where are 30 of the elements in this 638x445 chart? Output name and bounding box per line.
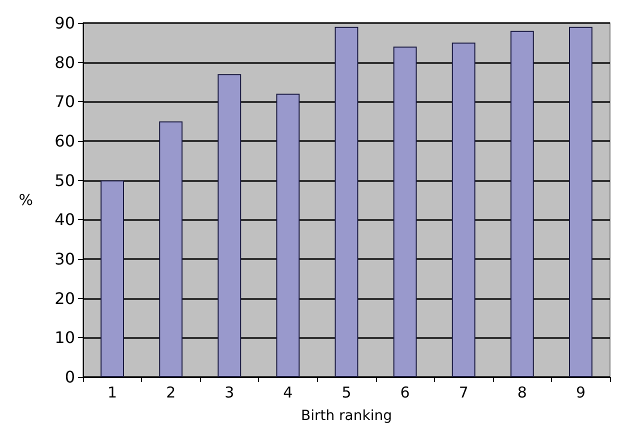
y-tick-label: 90 [54, 14, 75, 32]
y-tick-label: 10 [54, 328, 75, 348]
x-tick-label: 9 [576, 384, 586, 402]
x-tick-label: 7 [458, 384, 468, 402]
bar [334, 26, 358, 377]
y-tick-label: 50 [54, 170, 75, 190]
x-axis-title: Birth ranking [300, 408, 392, 424]
x-tick-label: 1 [108, 384, 118, 402]
y-tick-label: 30 [54, 250, 75, 268]
y-axis-title: % [18, 191, 33, 209]
x-tick-label: 3 [224, 384, 234, 402]
bar [569, 26, 592, 377]
y-tick-label: 20 [54, 288, 75, 308]
x-tick-label: 2 [166, 384, 176, 402]
bar [100, 180, 124, 377]
bar [510, 30, 534, 377]
x-tick-label: 5 [342, 384, 352, 402]
bar [452, 42, 476, 377]
y-tick-label: 40 [54, 210, 75, 230]
y-tick-label: 70 [54, 92, 75, 112]
x-tick-label: 8 [517, 384, 527, 402]
bar [276, 94, 300, 377]
x-tick-label: 4 [283, 384, 293, 402]
y-tick-label: 0 [64, 368, 75, 386]
bar [393, 46, 417, 377]
y-tick-label: 60 [54, 132, 75, 150]
bar [218, 74, 242, 377]
y-tick-label: 80 [54, 52, 75, 72]
x-tick-label: 6 [400, 384, 410, 402]
bar [159, 121, 183, 377]
